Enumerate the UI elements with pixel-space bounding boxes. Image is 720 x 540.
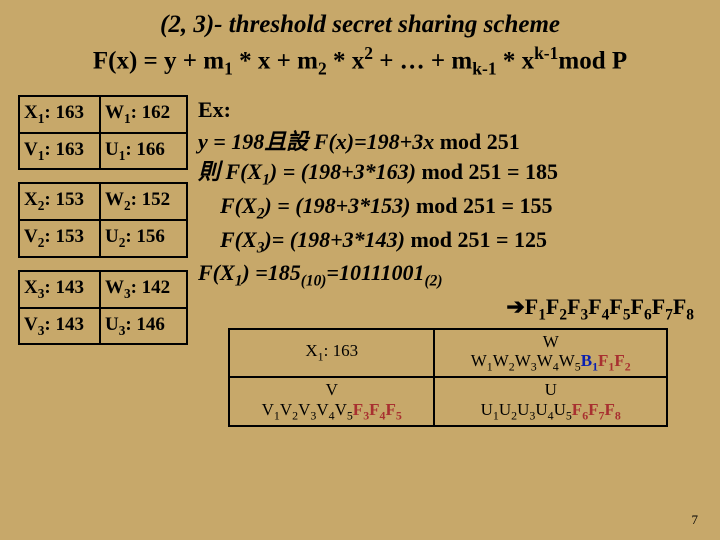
table-cell: U3: 146 xyxy=(100,308,187,345)
example-heading: Ex: xyxy=(198,95,702,125)
result-cell: WW1W2W3W4W5B1F1F2 xyxy=(434,329,667,378)
table-cell: W3: 142 xyxy=(100,271,187,308)
result-cell: X1: 163 xyxy=(229,329,434,378)
arrow-line: ➔F1F2F3F4F5F6F7F8 xyxy=(198,292,702,326)
result-cell: UU1U2U3U4U5F6F7F8 xyxy=(434,377,667,426)
result-table: X1: 163WW1W2W3W4W5B1F1F2VV1V2V3V4V5F3F4F… xyxy=(228,328,668,427)
table-cell: X3: 143 xyxy=(19,271,100,308)
table-cell: V2: 153 xyxy=(19,220,100,257)
table-cell: X1: 163 xyxy=(19,96,100,133)
table-cell: W1: 162 xyxy=(100,96,187,133)
table-cell: X2: 153 xyxy=(19,183,100,220)
table-cell: W2: 152 xyxy=(100,183,187,220)
title-line1: (2, 3)- threshold secret sharing scheme xyxy=(20,8,700,42)
formula: F(x) = y + m1 * x + m2 * x2 + … + mk-1 *… xyxy=(20,42,700,81)
example-line: F(X3)= (198+3*143) mod 251 = 125 xyxy=(198,225,702,259)
xw-table-3: X3: 143W3: 142V3: 143U3: 146 xyxy=(18,270,188,346)
left-tables: X1: 163W1: 162V1: 163U1: 166X2: 153W2: 1… xyxy=(18,95,188,427)
content-row: X1: 163W1: 162V1: 163U1: 166X2: 153W2: 1… xyxy=(0,95,720,427)
example-line: 則 F(X1) = (198+3*163) mod 251 = 185 xyxy=(198,157,702,191)
example-line: F(X1) =185(10)=10111001(2) xyxy=(198,258,702,292)
xw-table-1: X1: 163W1: 162V1: 163U1: 166 xyxy=(18,95,188,171)
title-block: (2, 3)- threshold secret sharing scheme … xyxy=(0,0,720,95)
table-cell: V3: 143 xyxy=(19,308,100,345)
table-cell: V1: 163 xyxy=(19,133,100,170)
table-cell: U2: 156 xyxy=(100,220,187,257)
result-cell: VV1V2V3V4V5F3F4F5 xyxy=(229,377,434,426)
arrow-icon: ➔F1F2F3F4F5F6F7F8 xyxy=(506,294,694,319)
example-line: F(X2) = (198+3*153) mod 251 = 155 xyxy=(198,191,702,225)
example-block: Ex: y = 198且設 F(x)=198+3x mod 251則 F(X1)… xyxy=(198,95,702,427)
xw-table-2: X2: 153W2: 152V2: 153U2: 156 xyxy=(18,182,188,258)
page-number: 7 xyxy=(692,512,699,528)
table-cell: U1: 166 xyxy=(100,133,187,170)
example-body: y = 198且設 F(x)=198+3x mod 251則 F(X1) = (… xyxy=(198,127,702,292)
example-line: y = 198且設 F(x)=198+3x mod 251 xyxy=(198,127,702,157)
